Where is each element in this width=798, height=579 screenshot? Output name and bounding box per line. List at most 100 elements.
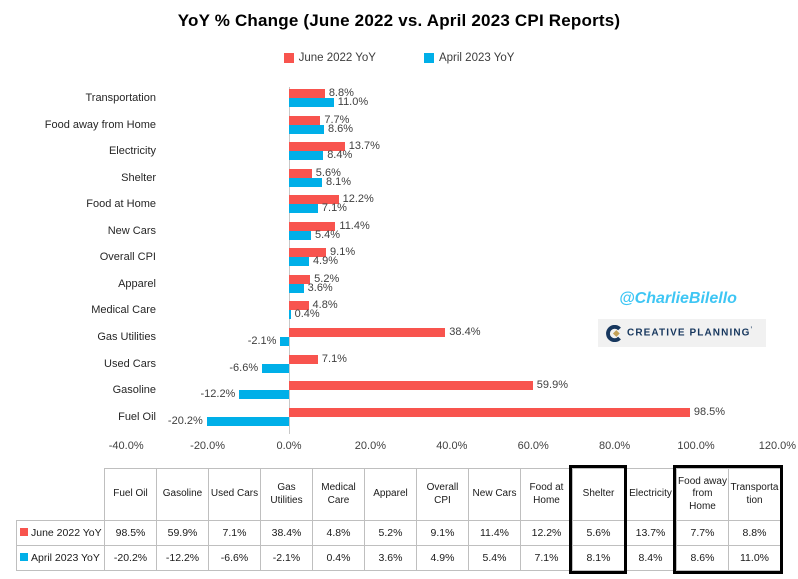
- table-column-header: Used Cars: [208, 468, 261, 521]
- value-label: 12.2%: [342, 193, 374, 206]
- june-2022-bar: [289, 221, 336, 231]
- june-2022-bar: [289, 301, 309, 311]
- table-value-cell: -2.1%: [260, 545, 313, 571]
- value-label: 7.1%: [321, 202, 347, 215]
- table-row-header: June 2022 YoY: [16, 520, 105, 546]
- april-2023-bar: [289, 204, 318, 214]
- june-2022-bar: [289, 381, 533, 391]
- category-label: Apparel: [118, 277, 156, 290]
- june-2022-bar: [289, 327, 446, 337]
- logo-trademark: ’: [750, 327, 754, 334]
- x-axis-tick-label: 60.0%: [517, 440, 549, 452]
- april-2023-bar: [289, 98, 334, 107]
- legend-item-april-2023: April 2023 YoY: [423, 52, 515, 64]
- april-2023-bar: [289, 257, 309, 267]
- value-label: -12.2%: [200, 388, 236, 401]
- value-label: 38.4%: [449, 325, 481, 338]
- april-2023-bar: [289, 177, 322, 187]
- value-label: -6.6%: [229, 361, 259, 374]
- table-value-cell: -12.2%: [156, 545, 209, 571]
- table-value-cell: 13.7%: [624, 520, 677, 546]
- table-value-cell: 3.6%: [364, 545, 417, 571]
- value-label: 98.5%: [693, 405, 726, 418]
- june-2022-bar: [289, 248, 327, 258]
- value-label: 8.8%: [328, 87, 354, 99]
- april-2023-bar: [262, 363, 289, 373]
- x-axis-tick-label: 40.0%: [436, 440, 468, 452]
- table-row-header: April 2023 YoY: [16, 545, 105, 571]
- category-label: Gasoline: [112, 384, 156, 397]
- chart-legend: June 2022 YoY April 2023 YoY: [0, 52, 798, 64]
- value-label: 7.1%: [321, 352, 347, 365]
- category-label: Transportation: [85, 92, 156, 104]
- x-axis-tick-label: 120.0%: [758, 440, 797, 452]
- table-column-header: Food away from Home: [676, 468, 729, 521]
- table-value-cell: 9.1%: [416, 520, 469, 546]
- category-label: Food at Home: [86, 198, 156, 211]
- table-value-cell: 38.4%: [260, 520, 313, 546]
- category-label: Gas Utilities: [97, 330, 156, 343]
- cpi-data-table: Fuel Oil Gasoline Used Cars Gas Utilities Me…: [16, 468, 781, 571]
- table-corner-cell: [17, 469, 105, 521]
- table-column-header: Shelter: [572, 468, 625, 521]
- legend-item-june-2022: June 2022 YoY: [283, 52, 376, 64]
- x-axis-tick-label: 80.0%: [598, 440, 631, 452]
- value-label: 8.4%: [327, 149, 353, 162]
- table-row: April 2023 YoY -20.2% -12.2% -6.6% -2.1% 0.4%…: [16, 545, 781, 571]
- table-value-cell: 7.1%: [208, 520, 261, 546]
- creative-planning-c-icon: [605, 324, 622, 342]
- june-2022-bar: [289, 354, 318, 364]
- table-column-header: Electricity: [624, 468, 677, 521]
- x-axis-tick-label: -20.0%: [190, 440, 226, 452]
- category-label: Used Cars: [104, 357, 156, 370]
- table-value-cell: 8.6%: [676, 545, 729, 571]
- table-value-cell: 11.4%: [468, 520, 521, 546]
- table-column-header: Medical Care: [312, 468, 365, 521]
- table-value-cell: 4.8%: [312, 520, 365, 546]
- value-label: 5.6%: [315, 166, 341, 179]
- value-label: 0.4%: [294, 308, 320, 321]
- table-value-cell: -6.6%: [208, 545, 261, 571]
- table-column-header: New Cars: [468, 468, 521, 521]
- value-label: 59.9%: [536, 379, 568, 392]
- june-2022-bar: [289, 168, 312, 178]
- table-value-cell: 11.0%: [728, 545, 781, 571]
- value-label: 3.6%: [307, 281, 333, 294]
- value-label: 8.1%: [325, 175, 352, 188]
- june-2022-bar: [289, 89, 325, 98]
- april-2023-swatch-icon: [423, 53, 434, 63]
- category-label: Overall CPI: [99, 251, 156, 264]
- legend-label-april: April 2023 YoY: [438, 52, 515, 64]
- table-value-cell: 59.9%: [156, 520, 209, 546]
- legend-label-june: June 2022 YoY: [298, 52, 376, 64]
- table-value-cell: 12.2%: [520, 520, 573, 546]
- table-column-header: Overall CPI: [416, 468, 469, 521]
- table-column-header: Gasoline: [156, 468, 209, 521]
- april-2023-bar: [289, 124, 324, 134]
- value-label: 11.0%: [337, 96, 369, 108]
- table-value-cell: -20.2%: [104, 545, 157, 571]
- value-label: 5.2%: [314, 272, 340, 285]
- x-axis-tick-label: 0.0%: [276, 440, 302, 452]
- table-column-header: Fuel Oil: [104, 468, 157, 521]
- table-value-cell: 98.5%: [104, 520, 157, 546]
- table-column-header: Transportation: [728, 468, 781, 521]
- april-2023-bar: [239, 390, 289, 400]
- table-column-header: Gas Utilities: [260, 468, 313, 521]
- value-label: -2.1%: [247, 334, 277, 347]
- category-label: Fuel Oil: [118, 410, 156, 423]
- cpi-data-table-container: Fuel Oil Gasoline Used Cars Gas Utilities Me…: [16, 465, 783, 574]
- table-value-cell: 8.1%: [572, 545, 625, 571]
- april-2023-bar: [289, 151, 324, 161]
- value-label: 4.9%: [312, 255, 339, 268]
- june-2022-bar: [289, 142, 345, 152]
- category-label: Shelter: [121, 171, 156, 184]
- table-value-cell: 8.4%: [624, 545, 677, 571]
- value-label: -20.2%: [167, 414, 203, 427]
- value-label: 9.1%: [330, 246, 356, 259]
- category-label: Food away from Home: [44, 118, 156, 131]
- twitter-handle: @CharlieBilello: [619, 290, 737, 307]
- value-label: 5.4%: [314, 228, 341, 241]
- june-2022-bar: [289, 115, 321, 125]
- table-value-cell: 7.1%: [520, 545, 573, 571]
